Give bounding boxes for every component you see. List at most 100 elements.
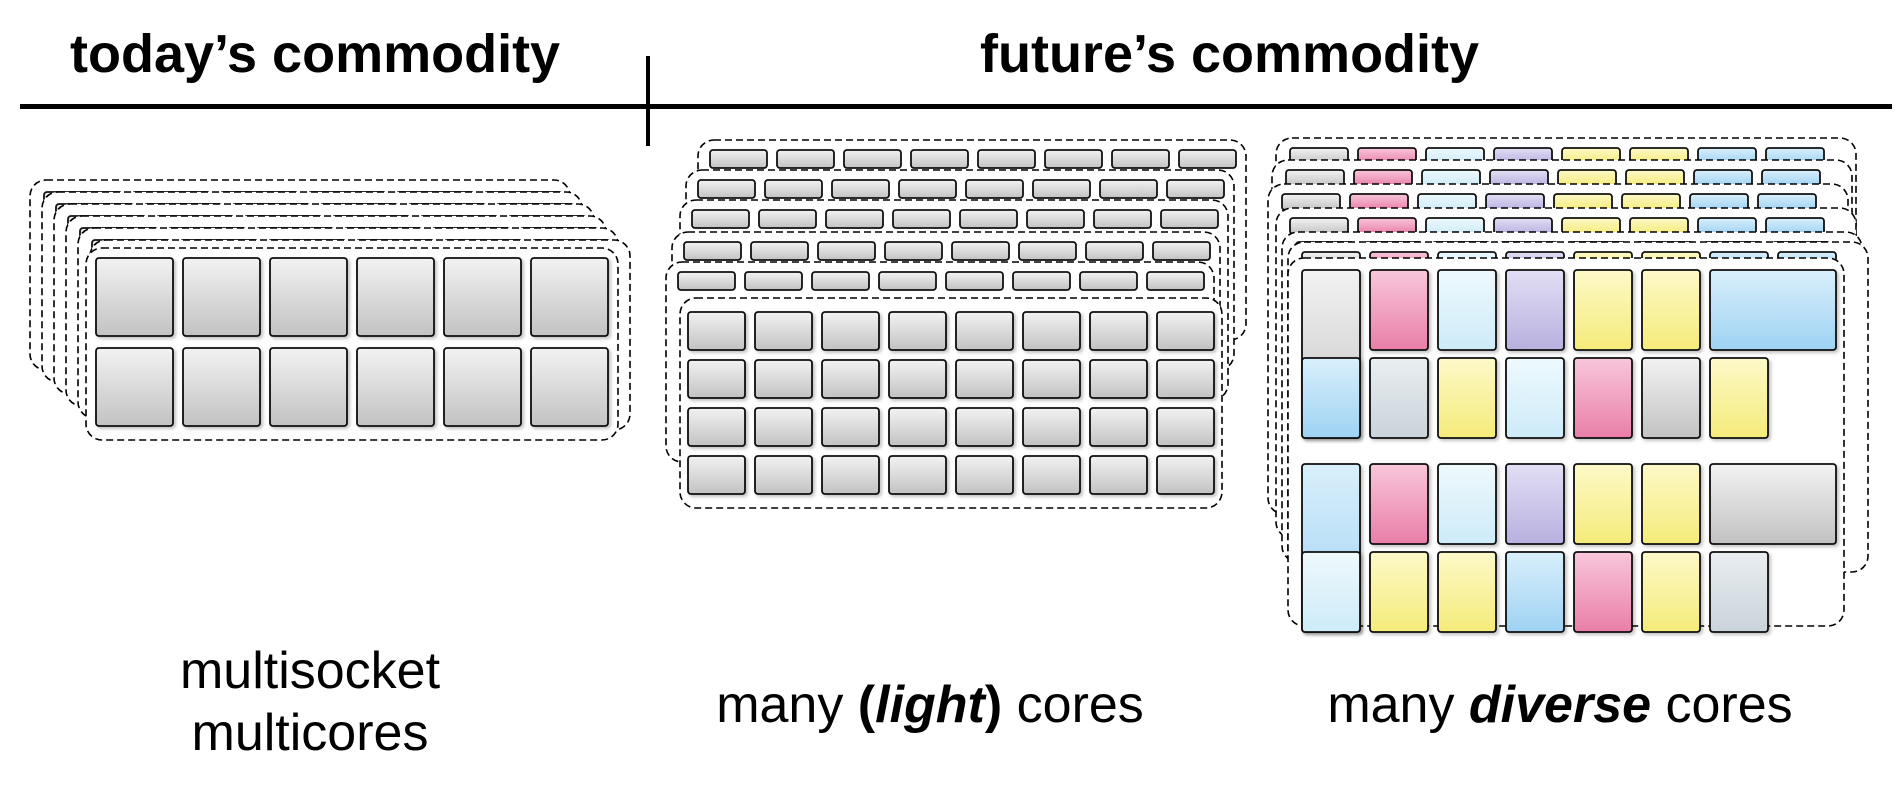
core: [965, 179, 1024, 199]
label-many-diverse-cores: many diverse cores: [1300, 674, 1820, 736]
core: [1044, 149, 1103, 169]
core: [1709, 551, 1769, 633]
core: [1573, 357, 1633, 439]
core: [1641, 551, 1701, 633]
core: [1505, 463, 1565, 545]
core: [1301, 357, 1361, 439]
header-divider-line: [20, 104, 1892, 109]
core: [1369, 551, 1429, 633]
core: [697, 179, 756, 199]
diverse-cores-stack: [1267, 137, 1869, 633]
core: [888, 407, 947, 447]
label-light-prefix: many: [716, 676, 858, 734]
core: [95, 347, 174, 427]
core: [1012, 271, 1071, 291]
core: [1032, 179, 1091, 199]
label-light-paren-close: ): [984, 676, 1003, 734]
label-diverse-suffix: cores: [1651, 676, 1793, 734]
core: [955, 407, 1014, 447]
core: [530, 347, 609, 427]
core: [1079, 271, 1138, 291]
core: [1089, 359, 1148, 399]
core: [754, 455, 813, 495]
core: [1178, 149, 1237, 169]
core: [811, 271, 870, 291]
core: [884, 241, 943, 261]
core: [1689, 193, 1749, 211]
multisocket-multicore-stack: [29, 179, 631, 441]
core: [1156, 359, 1215, 399]
core: [750, 241, 809, 261]
label-multisocket: multisocket: [179, 642, 441, 700]
core: [744, 271, 803, 291]
core: [821, 455, 880, 495]
core: [1111, 149, 1170, 169]
core: [977, 149, 1036, 169]
core: [1573, 269, 1633, 351]
core: [1505, 269, 1565, 351]
core: [1709, 357, 1769, 439]
core: [356, 257, 435, 337]
core: [182, 257, 261, 337]
core: [1156, 311, 1215, 351]
core: [945, 271, 1004, 291]
core: [1093, 209, 1152, 229]
label-light-suffix: cores: [1002, 676, 1144, 734]
core: [687, 407, 746, 447]
core: [754, 359, 813, 399]
core: [951, 241, 1010, 261]
core: [1026, 209, 1085, 229]
core: [758, 209, 817, 229]
core: [764, 179, 823, 199]
core: [821, 407, 880, 447]
core: [1022, 311, 1081, 351]
label-light-paren-open: (: [857, 676, 876, 734]
core: [709, 149, 768, 169]
core: [959, 209, 1018, 229]
core: [1156, 455, 1215, 495]
core: [1369, 357, 1429, 439]
label-many-light-cores: many (light) cores: [690, 674, 1170, 736]
core: [677, 271, 736, 291]
core: [1641, 463, 1701, 545]
core: [1156, 407, 1215, 447]
header-todays-commodity: today’s commodity: [70, 24, 561, 84]
core: [691, 209, 750, 229]
core: [1505, 551, 1565, 633]
core: [1085, 241, 1144, 261]
core: [269, 257, 348, 337]
core: [888, 455, 947, 495]
core: [1573, 463, 1633, 545]
core: [1285, 169, 1345, 187]
core: [955, 359, 1014, 399]
core: [910, 149, 969, 169]
core: [1089, 311, 1148, 351]
label-diverse-word: diverse: [1468, 676, 1652, 734]
core: [1022, 359, 1081, 399]
core: [687, 311, 746, 351]
core: [892, 209, 951, 229]
core-large: [1709, 269, 1837, 351]
core: [1437, 269, 1497, 351]
core: [1022, 407, 1081, 447]
core: [443, 257, 522, 337]
core: [1629, 217, 1689, 235]
core: [1099, 179, 1158, 199]
core-large: [1709, 463, 1837, 545]
core: [754, 311, 813, 351]
core: [1505, 357, 1565, 439]
core: [878, 271, 937, 291]
label-diverse-prefix: many: [1327, 676, 1469, 734]
core: [888, 359, 947, 399]
core: [687, 359, 746, 399]
core: [182, 347, 261, 427]
core: [898, 179, 957, 199]
core: [843, 149, 902, 169]
core: [1437, 463, 1497, 545]
core: [955, 311, 1014, 351]
core: [1089, 455, 1148, 495]
core: [1369, 463, 1429, 545]
core: [825, 209, 884, 229]
core: [754, 407, 813, 447]
